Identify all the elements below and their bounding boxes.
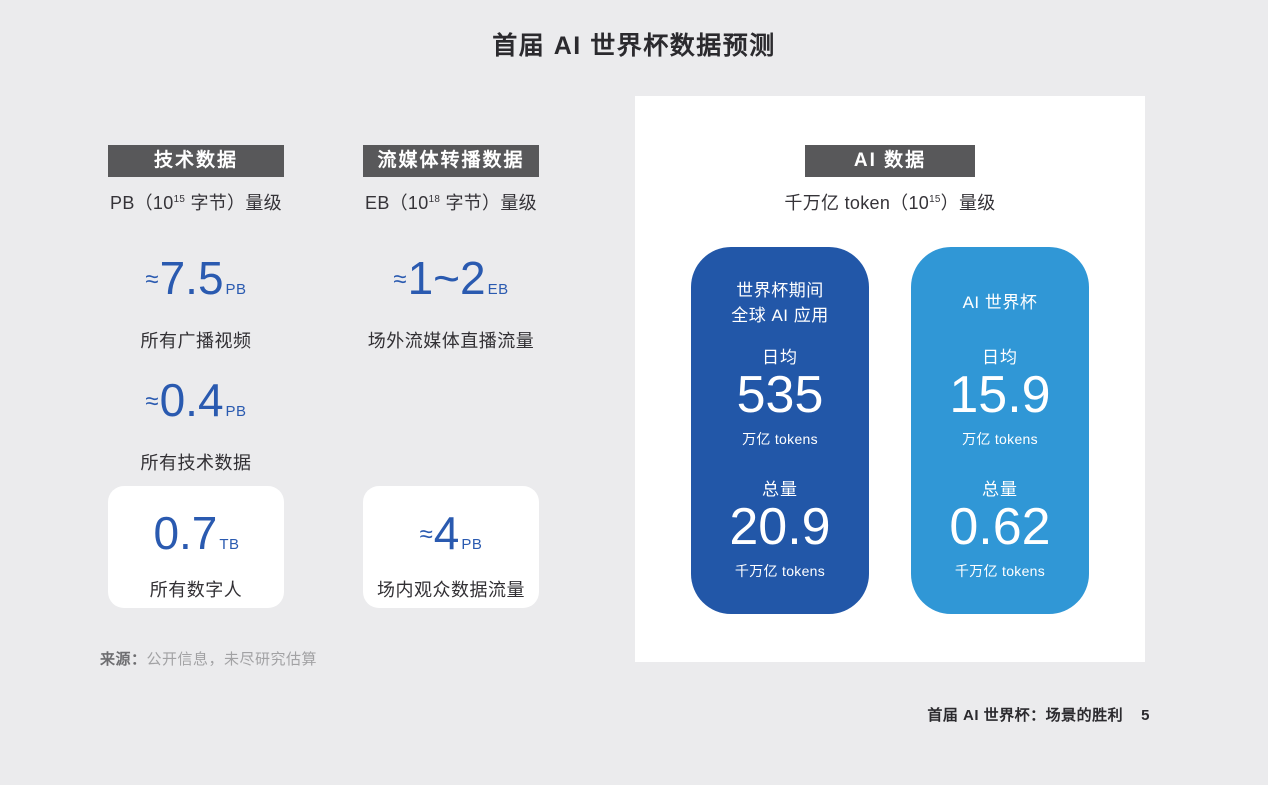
stat-offsite-streaming: ≈1~2 EB 场外流媒体直播流量 bbox=[341, 253, 561, 353]
metric-value: 15.9 bbox=[949, 366, 1051, 424]
tech-data-header: 技术数据 bbox=[108, 145, 284, 177]
ai-cards-row: 世界杯期间 全球 AI 应用 日均 535 万亿 tokens 总量 20.9 … bbox=[635, 247, 1145, 614]
metric-unit: 千万亿 tokens bbox=[954, 563, 1046, 579]
source-note: 来源：公开信息，未尽研究估算 bbox=[100, 648, 317, 669]
ai-world-cup-card: AI 世界杯 日均 15.9 万亿 tokens 总量 0.62 千万亿 tok… bbox=[911, 247, 1089, 614]
stat-value: ≈4 PB bbox=[419, 507, 483, 559]
metric-label: 日均 bbox=[982, 348, 1018, 367]
stat-tech-data: ≈0.4 PB 所有技术数据 bbox=[86, 375, 306, 475]
metric-label: 总量 bbox=[762, 480, 798, 499]
metric-value: 20.9 bbox=[729, 498, 831, 556]
metric-unit: 万亿 tokens bbox=[962, 431, 1038, 447]
metric-value: 535 bbox=[736, 366, 824, 424]
ai-data-panel: AI 数据 千万亿 token（1015）量级 世界杯期间 全球 AI 应用 日… bbox=[635, 96, 1145, 662]
tech-data-subtitle: PB（1015 字节）量级 bbox=[110, 193, 282, 213]
source-label: 来源： bbox=[100, 651, 147, 668]
unit-label: EB bbox=[487, 281, 509, 298]
unit-label: TB bbox=[219, 536, 240, 553]
metric-value: 0.62 bbox=[949, 498, 1051, 556]
streaming-data-subtitle: EB（1018 字节）量级 bbox=[365, 193, 537, 213]
stat-value: ≈0.4 PB bbox=[145, 374, 247, 426]
card-title: AI 世界杯 bbox=[962, 293, 1038, 313]
metric-label: 总量 bbox=[982, 480, 1018, 499]
page-number: 5 bbox=[1141, 707, 1150, 724]
page-footer: 首届 AI 世界杯：场景的胜利 5 bbox=[927, 704, 1150, 725]
approx-sign: ≈ bbox=[145, 388, 159, 415]
stat-broadcast-video: ≈7.5 PB 所有广播视频 bbox=[86, 253, 306, 353]
metric-unit: 万亿 tokens bbox=[742, 431, 818, 447]
stat-value: ≈7.5 PB bbox=[145, 252, 247, 304]
streaming-data-header: 流媒体转播数据 bbox=[363, 145, 539, 177]
stat-label: 所有技术数据 bbox=[140, 453, 252, 473]
card-title: 世界杯期间 全球 AI 应用 bbox=[731, 280, 829, 326]
unit-label: PB bbox=[461, 536, 483, 553]
metric-unit: 千万亿 tokens bbox=[734, 563, 826, 579]
stat-value: 0.7 TB bbox=[153, 507, 240, 559]
stat-value: ≈1~2 EB bbox=[393, 252, 509, 304]
approx-sign: ≈ bbox=[393, 266, 407, 293]
approx-sign: ≈ bbox=[419, 521, 433, 548]
stat-label: 场外流媒体直播流量 bbox=[367, 331, 535, 351]
stat-label: 所有数字人 bbox=[149, 580, 243, 600]
approx-sign: ≈ bbox=[145, 266, 159, 293]
streaming-data-column: 流媒体转播数据 EB（1018 字节）量级 ≈1~2 EB 场外流媒体直播流量 ≈… bbox=[341, 145, 561, 608]
stat-label: 所有广播视频 bbox=[140, 331, 252, 351]
onsite-audience-card: ≈4 PB 场内观众数据流量 bbox=[363, 486, 539, 608]
unit-label: PB bbox=[225, 403, 247, 420]
unit-label: PB bbox=[225, 281, 247, 298]
ai-data-subtitle: 千万亿 token（1015）量级 bbox=[784, 193, 996, 213]
digital-human-card: 0.7 TB 所有数字人 bbox=[108, 486, 284, 608]
page-title: 首届 AI 世界杯数据预测 bbox=[492, 32, 776, 60]
stat-label: 场内观众数据流量 bbox=[377, 580, 525, 600]
global-ai-usage-card: 世界杯期间 全球 AI 应用 日均 535 万亿 tokens 总量 20.9 … bbox=[691, 247, 869, 614]
source-text: 公开信息，未尽研究估算 bbox=[146, 651, 318, 668]
footer-title: 首届 AI 世界杯：场景的胜利 bbox=[927, 707, 1124, 724]
ai-data-header: AI 数据 bbox=[805, 145, 975, 177]
metric-label: 日均 bbox=[762, 348, 798, 367]
tech-data-column: 技术数据 PB（1015 字节）量级 ≈7.5 PB 所有广播视频 ≈0.4 PB … bbox=[86, 145, 306, 608]
